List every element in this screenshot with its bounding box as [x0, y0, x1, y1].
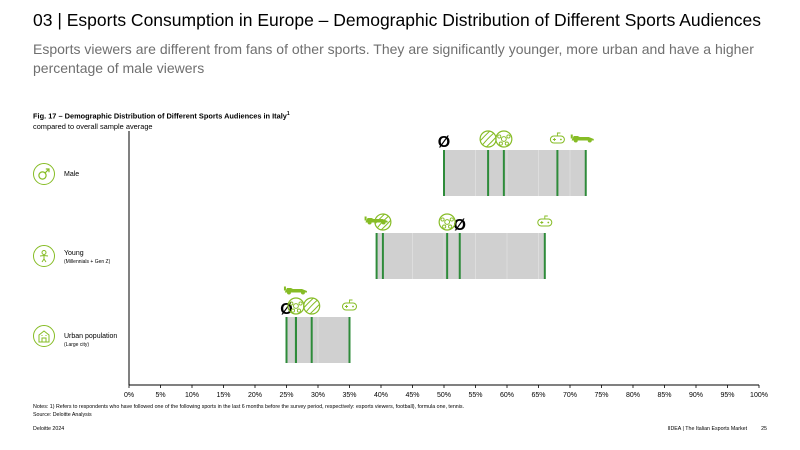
- gamepad-icon: [537, 215, 553, 227]
- race-car-icon: [364, 216, 388, 225]
- x-tick-label: 25%: [279, 392, 293, 399]
- category-label-male: Male: [64, 170, 79, 179]
- notes: Notes: 1) Refers to respondents who have…: [33, 403, 773, 419]
- football-icon: [287, 297, 305, 315]
- x-tick-label: 35%: [342, 392, 356, 399]
- category-sublabel-urban: (Large city): [64, 342, 90, 348]
- figure-title-footnote: 1: [286, 111, 290, 117]
- page-number: 25: [761, 426, 767, 432]
- gamepad-icon: [549, 132, 565, 144]
- tennis-ball-icon: [374, 213, 392, 231]
- x-tick-label: 65%: [531, 392, 545, 399]
- football-icon: [438, 213, 456, 231]
- range-bar: [444, 150, 586, 196]
- race-car-icon: [283, 286, 307, 295]
- x-tick-label: 85%: [657, 392, 671, 399]
- gamepad-icon: [342, 299, 357, 311]
- race-car-icon: [570, 134, 594, 143]
- average-symbol: Ø: [280, 301, 292, 318]
- category-sublabel-young: (Millennials + Gen Z): [64, 259, 111, 265]
- male-symbol-icon: [33, 163, 55, 185]
- x-tick-label: 15%: [216, 392, 230, 399]
- tennis-ball-icon: [479, 130, 497, 148]
- x-tick-label: 75%: [594, 392, 608, 399]
- x-tick-label: 0%: [124, 392, 134, 399]
- average-symbol: Ø: [454, 217, 466, 234]
- young-person-icon: [33, 245, 55, 267]
- page-title: 03 | Esports Consumption in Europe – Dem…: [33, 10, 761, 30]
- x-tick-label: 90%: [689, 392, 703, 399]
- football-icon: [495, 130, 513, 148]
- x-tick-label: 70%: [563, 392, 577, 399]
- footer-right: IIDEA | The Italian Esports Market 25: [654, 426, 768, 432]
- category-label-young: Young (Millennials + Gen Z): [64, 249, 110, 267]
- x-tick-label: 55%: [468, 392, 482, 399]
- x-tick-label: 60%: [500, 392, 514, 399]
- city-building-icon: [33, 325, 55, 347]
- tennis-ball-icon: [303, 297, 321, 315]
- footer-brand: Deloitte 2024: [33, 426, 65, 432]
- category-label-male-text: Male: [64, 171, 80, 178]
- page-subtitle: Esports viewers are different from fans …: [33, 41, 754, 76]
- category-label-urban: Urban population (Large city): [64, 332, 117, 350]
- x-tick-label: 95%: [720, 392, 734, 399]
- category-label-young-text: Young: [64, 250, 84, 257]
- x-tick-label: 30%: [311, 392, 325, 399]
- x-tick-label: 45%: [405, 392, 419, 399]
- x-tick-label: 80%: [626, 392, 640, 399]
- figure-title-text: Fig. 17 – Demographic Distribution of Di…: [33, 111, 287, 121]
- source-line: Source: Deloitte Analysis: [33, 412, 92, 418]
- figure-title: Fig. 17 – Demographic Distribution of Di…: [33, 111, 290, 120]
- notes-line: Notes: 1) Refers to respondents who have…: [33, 404, 465, 410]
- x-tick-label: 10%: [185, 392, 199, 399]
- category-label-urban-text: Urban population: [64, 333, 118, 340]
- x-tick-label: 100%: [750, 392, 768, 399]
- figure-subtitle: compared to overall sample average: [33, 122, 153, 131]
- average-symbol: Ø: [438, 134, 450, 151]
- x-tick-label: 40%: [374, 392, 388, 399]
- x-tick-label: 20%: [248, 392, 262, 399]
- footer-report-name: IIDEA | The Italian Esports Market: [667, 426, 748, 432]
- x-tick-label: 5%: [155, 392, 165, 399]
- x-tick-label: 50%: [437, 392, 451, 399]
